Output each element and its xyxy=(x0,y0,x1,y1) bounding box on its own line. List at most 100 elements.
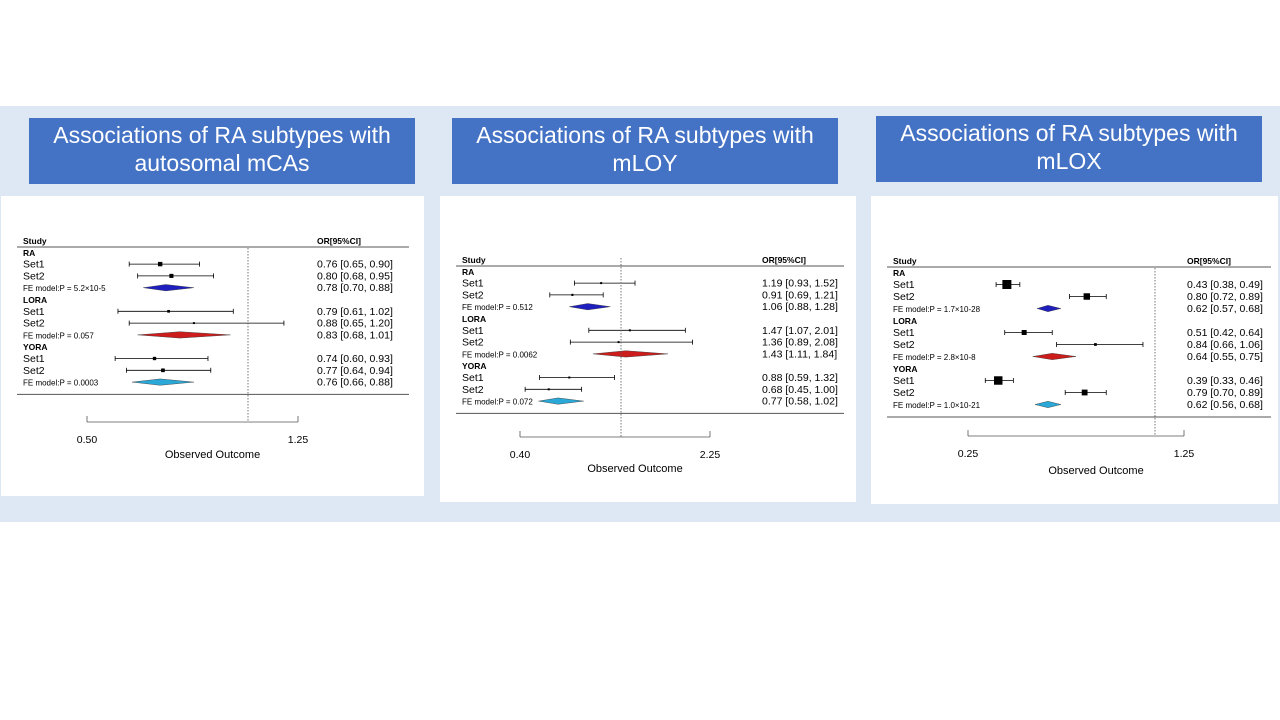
header-study: Study xyxy=(462,255,486,265)
summary-diamond xyxy=(1032,353,1077,360)
study-label: Set2 xyxy=(893,339,915,351)
or-ci-value: 0.77 [0.58, 1.02] xyxy=(762,396,838,408)
point-estimate xyxy=(1021,330,1027,335)
point-estimate xyxy=(547,388,550,391)
summary-label: FE model:P = 5.2×10-5 xyxy=(23,284,106,293)
header-or-ci: OR[95%CI] xyxy=(317,236,361,246)
summary-label: FE model:P = 0.072 xyxy=(462,398,533,407)
point-estimate xyxy=(1094,343,1097,346)
or-ci-value: 0.88 [0.65, 1.20] xyxy=(317,318,393,330)
group-label-ra: RA xyxy=(893,268,905,278)
point-estimate xyxy=(152,356,157,361)
point-estimate xyxy=(617,341,620,344)
point-estimate xyxy=(167,309,170,313)
point-estimate xyxy=(157,261,163,267)
x-tick-label: 0.50 xyxy=(77,434,98,446)
summary-label: FE model:P = 2.8×10-8 xyxy=(893,353,976,362)
summary-label: FE model:P = 0.0062 xyxy=(462,350,538,359)
or-ci-value: 0.64 [0.55, 0.75] xyxy=(1187,351,1263,363)
study-label: Set1 xyxy=(893,327,915,339)
study-label: Set1 xyxy=(462,372,484,384)
or-ci-value: 1.06 [0.88, 1.28] xyxy=(762,301,838,313)
or-ci-value: 0.51 [0.42, 0.64] xyxy=(1187,327,1263,339)
group-label-yora: YORA xyxy=(23,342,48,352)
study-label: Set2 xyxy=(23,318,45,330)
or-ci-value: 0.79 [0.70, 0.89] xyxy=(1187,387,1263,399)
forest-plot-mlox: Study OR[95%CI] RA Set1 0.43 [0.38, 0.49] Set… xyxy=(871,196,1278,504)
group-label-yora: YORA xyxy=(462,361,487,371)
x-tick-label: 0.40 xyxy=(510,449,531,461)
or-ci-value: 1.36 [0.89, 2.08] xyxy=(762,337,838,349)
summary-diamond xyxy=(131,378,194,386)
or-ci-value: 0.62 [0.56, 0.68] xyxy=(1187,399,1263,411)
study-label: Set2 xyxy=(462,337,484,349)
point-estimate xyxy=(994,376,1003,385)
study-label: Set2 xyxy=(893,291,915,303)
summary-diamond xyxy=(137,331,231,339)
x-tick-label: 2.25 xyxy=(700,449,721,461)
panel-title-mcas: Associations of RA subtypes with autosom… xyxy=(29,118,415,184)
study-label: Set1 xyxy=(23,353,45,365)
study-label: Set2 xyxy=(462,384,484,396)
or-ci-value: 0.76 [0.66, 0.88] xyxy=(317,377,393,389)
header-or-ci: OR[95%CI] xyxy=(1187,256,1231,266)
summary-label: FE model:P = 0.057 xyxy=(23,331,94,340)
point-estimate xyxy=(161,368,165,373)
point-estimate xyxy=(1081,389,1088,396)
summary-diamond xyxy=(592,350,668,358)
x-axis-label: Observed Outcome xyxy=(1048,465,1143,477)
study-label: Set2 xyxy=(893,387,915,399)
summary-diamond xyxy=(569,303,611,311)
summary-label: FE model:P = 1.7×10-28 xyxy=(893,305,981,314)
or-ci-value: 1.19 [0.93, 1.52] xyxy=(762,278,838,290)
forest-plot-mloy: Study OR[95%CI] RA Set1 1.19 [0.93, 1.52] Set… xyxy=(440,196,856,502)
x-axis-label: Observed Outcome xyxy=(587,463,682,475)
point-estimate xyxy=(1083,293,1091,300)
summary-diamond xyxy=(1036,305,1061,312)
point-estimate xyxy=(192,322,195,325)
summary-diamond xyxy=(538,397,584,405)
header-or-ci: OR[95%CI] xyxy=(762,255,806,265)
or-ci-value: 0.83 [0.68, 1.01] xyxy=(317,329,393,341)
or-ci-value: 0.77 [0.64, 0.94] xyxy=(317,365,393,377)
study-label: Set1 xyxy=(462,325,484,337)
summary-label: FE model:P = 1.0×10-21 xyxy=(893,401,981,410)
group-label-lora: LORA xyxy=(462,314,486,324)
study-label: Set2 xyxy=(23,270,45,282)
or-ci-value: 0.80 [0.72, 0.89] xyxy=(1187,291,1263,303)
point-estimate xyxy=(169,273,174,278)
study-label: Set2 xyxy=(23,365,45,377)
x-tick-label: 0.25 xyxy=(958,448,979,460)
header-study: Study xyxy=(893,256,917,266)
forest-plot-mcas: Study OR[95%CI] RA Set1 0.76 [0.65, 0.90] Set… xyxy=(1,196,424,496)
point-estimate xyxy=(568,376,571,379)
group-label-lora: LORA xyxy=(23,295,47,305)
or-ci-value: 1.43 [1.11, 1.84] xyxy=(762,348,837,360)
or-ci-value: 0.84 [0.66, 1.06] xyxy=(1187,339,1263,351)
or-ci-value: 0.76 [0.65, 0.90] xyxy=(317,259,393,271)
or-ci-value: 0.78 [0.70, 0.88] xyxy=(317,282,393,294)
summary-label: FE model:P = 0.0003 xyxy=(23,379,99,388)
group-label-ra: RA xyxy=(23,248,35,258)
summary-label: FE model:P = 0.512 xyxy=(462,303,533,312)
study-label: Set2 xyxy=(462,289,484,301)
header-study: Study xyxy=(23,236,47,246)
panel-title-mloy: Associations of RA subtypes with mLOY xyxy=(452,118,838,184)
group-label-ra: RA xyxy=(462,267,474,277)
or-ci-value: 0.74 [0.60, 0.93] xyxy=(317,353,393,365)
x-axis-label: Observed Outcome xyxy=(165,449,260,461)
or-ci-value: 0.43 [0.38, 0.49] xyxy=(1187,279,1263,291)
or-ci-value: 0.79 [0.61, 1.02] xyxy=(317,306,393,318)
study-label: Set1 xyxy=(893,375,915,387)
panel-title-mlox: Associations of RA subtypes with mLOX xyxy=(876,116,1262,182)
forest-svg: Study OR[95%CI] RA Set1 1.19 [0.93, 1.52] Set… xyxy=(456,255,844,475)
x-tick-label: 1.25 xyxy=(1174,448,1195,460)
summary-diamond xyxy=(1034,401,1061,408)
or-ci-value: 1.47 [1.07, 2.01] xyxy=(762,325,838,337)
study-label: Set1 xyxy=(23,259,45,271)
point-estimate xyxy=(628,329,631,332)
study-label: Set1 xyxy=(893,279,915,291)
summary-diamond xyxy=(143,284,194,292)
